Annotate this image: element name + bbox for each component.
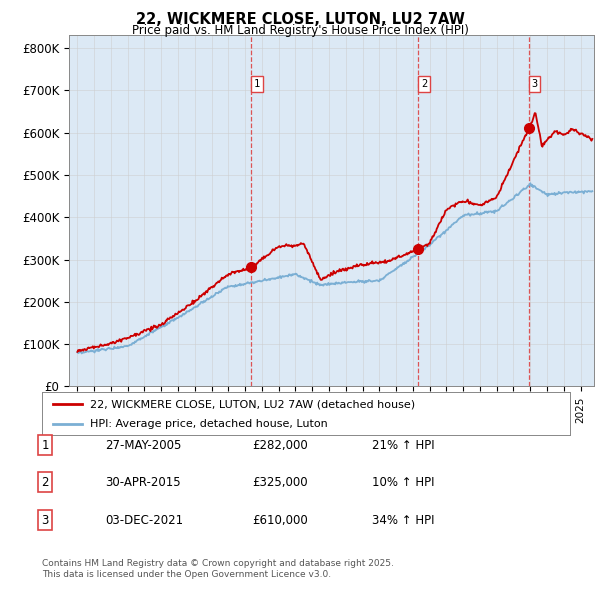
Text: £325,000: £325,000 — [252, 476, 308, 489]
Text: Contains HM Land Registry data © Crown copyright and database right 2025.
This d: Contains HM Land Registry data © Crown c… — [42, 559, 394, 579]
Text: 30-APR-2015: 30-APR-2015 — [105, 476, 181, 489]
Text: 3: 3 — [41, 514, 49, 527]
Text: 27-MAY-2005: 27-MAY-2005 — [105, 439, 181, 452]
Text: Price paid vs. HM Land Registry's House Price Index (HPI): Price paid vs. HM Land Registry's House … — [131, 24, 469, 37]
Text: HPI: Average price, detached house, Luton: HPI: Average price, detached house, Luto… — [89, 419, 327, 429]
Text: 1: 1 — [254, 79, 260, 89]
Text: 3: 3 — [532, 79, 538, 89]
Text: 10% ↑ HPI: 10% ↑ HPI — [372, 476, 434, 489]
Text: 22, WICKMERE CLOSE, LUTON, LU2 7AW (detached house): 22, WICKMERE CLOSE, LUTON, LU2 7AW (deta… — [89, 399, 415, 409]
Text: 22, WICKMERE CLOSE, LUTON, LU2 7AW: 22, WICKMERE CLOSE, LUTON, LU2 7AW — [136, 12, 464, 27]
Text: 03-DEC-2021: 03-DEC-2021 — [105, 514, 183, 527]
Text: 34% ↑ HPI: 34% ↑ HPI — [372, 514, 434, 527]
Text: 21% ↑ HPI: 21% ↑ HPI — [372, 439, 434, 452]
Text: 1: 1 — [41, 439, 49, 452]
Text: 2: 2 — [421, 79, 427, 89]
Text: £282,000: £282,000 — [252, 439, 308, 452]
Text: £610,000: £610,000 — [252, 514, 308, 527]
Text: 2: 2 — [41, 476, 49, 489]
